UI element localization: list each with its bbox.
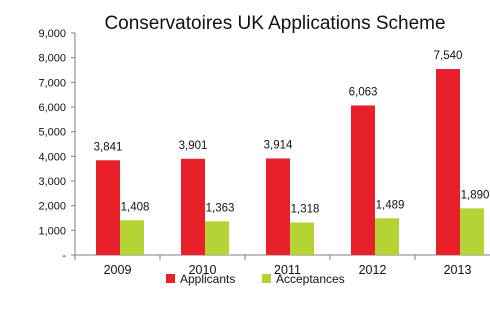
legend-swatch-applicants [166, 274, 175, 283]
data-label: 3,841 [94, 141, 123, 153]
y-tick-label: 3,000 [38, 176, 66, 188]
legend: Applicants Acceptances [166, 272, 345, 286]
bar-acceptances-2009 [120, 220, 144, 255]
bar-acceptances-2010 [205, 221, 229, 255]
y-tick-label: 7,000 [38, 77, 66, 89]
data-label: 1,408 [121, 201, 150, 213]
y-tick-label: 6,000 [38, 102, 66, 114]
bar-applicants-2010 [181, 158, 205, 255]
x-tick-label: 2013 [444, 263, 472, 277]
axes: - 1,000 2,000 3,000 4,000 5,000 6,000 7,000 8,00… [38, 28, 490, 277]
bar-applicants-2013 [436, 69, 460, 255]
chart-title: Conservatoires UK Applications Scheme [104, 13, 445, 34]
data-label: 1,363 [206, 202, 235, 214]
y-tick-label: 5,000 [38, 127, 66, 139]
bar-acceptances-2012 [375, 218, 399, 255]
bar-acceptances-2011 [290, 222, 314, 255]
y-tick-label: 4,000 [38, 151, 66, 163]
bars [96, 69, 484, 255]
y-tick-label: 9,000 [38, 28, 66, 40]
data-label: 3,914 [264, 139, 293, 151]
legend-label-applicants: Applicants [180, 272, 235, 286]
legend-label-acceptances: Acceptances [276, 272, 345, 286]
y-tick-label: 2,000 [38, 201, 66, 213]
bar-applicants-2011 [266, 158, 290, 255]
legend-swatch-acceptances [262, 274, 271, 283]
x-tick-label: 2012 [359, 263, 387, 277]
data-label: 7,540 [434, 50, 463, 62]
bar-acceptances-2013 [460, 208, 484, 255]
data-label: 1,890 [461, 189, 490, 201]
data-labels: 3,841 1,408 3,901 1,363 3,914 1,318 6,063 1,489… [94, 50, 490, 215]
y-tick-label: 1,000 [38, 225, 66, 237]
bar-applicants-2012 [351, 105, 375, 255]
data-label: 1,489 [376, 199, 405, 211]
y-tick-label: 8,000 [38, 53, 66, 65]
x-tick-label: 2009 [104, 263, 132, 277]
data-label: 6,063 [349, 86, 378, 98]
data-label: 1,318 [291, 203, 320, 215]
data-label: 3,901 [179, 140, 208, 152]
x-tick-label: 2010 [189, 263, 217, 277]
x-tick-label: 2011 [274, 263, 301, 277]
y-tick-label: - [62, 250, 66, 262]
bar-applicants-2009 [96, 160, 120, 255]
